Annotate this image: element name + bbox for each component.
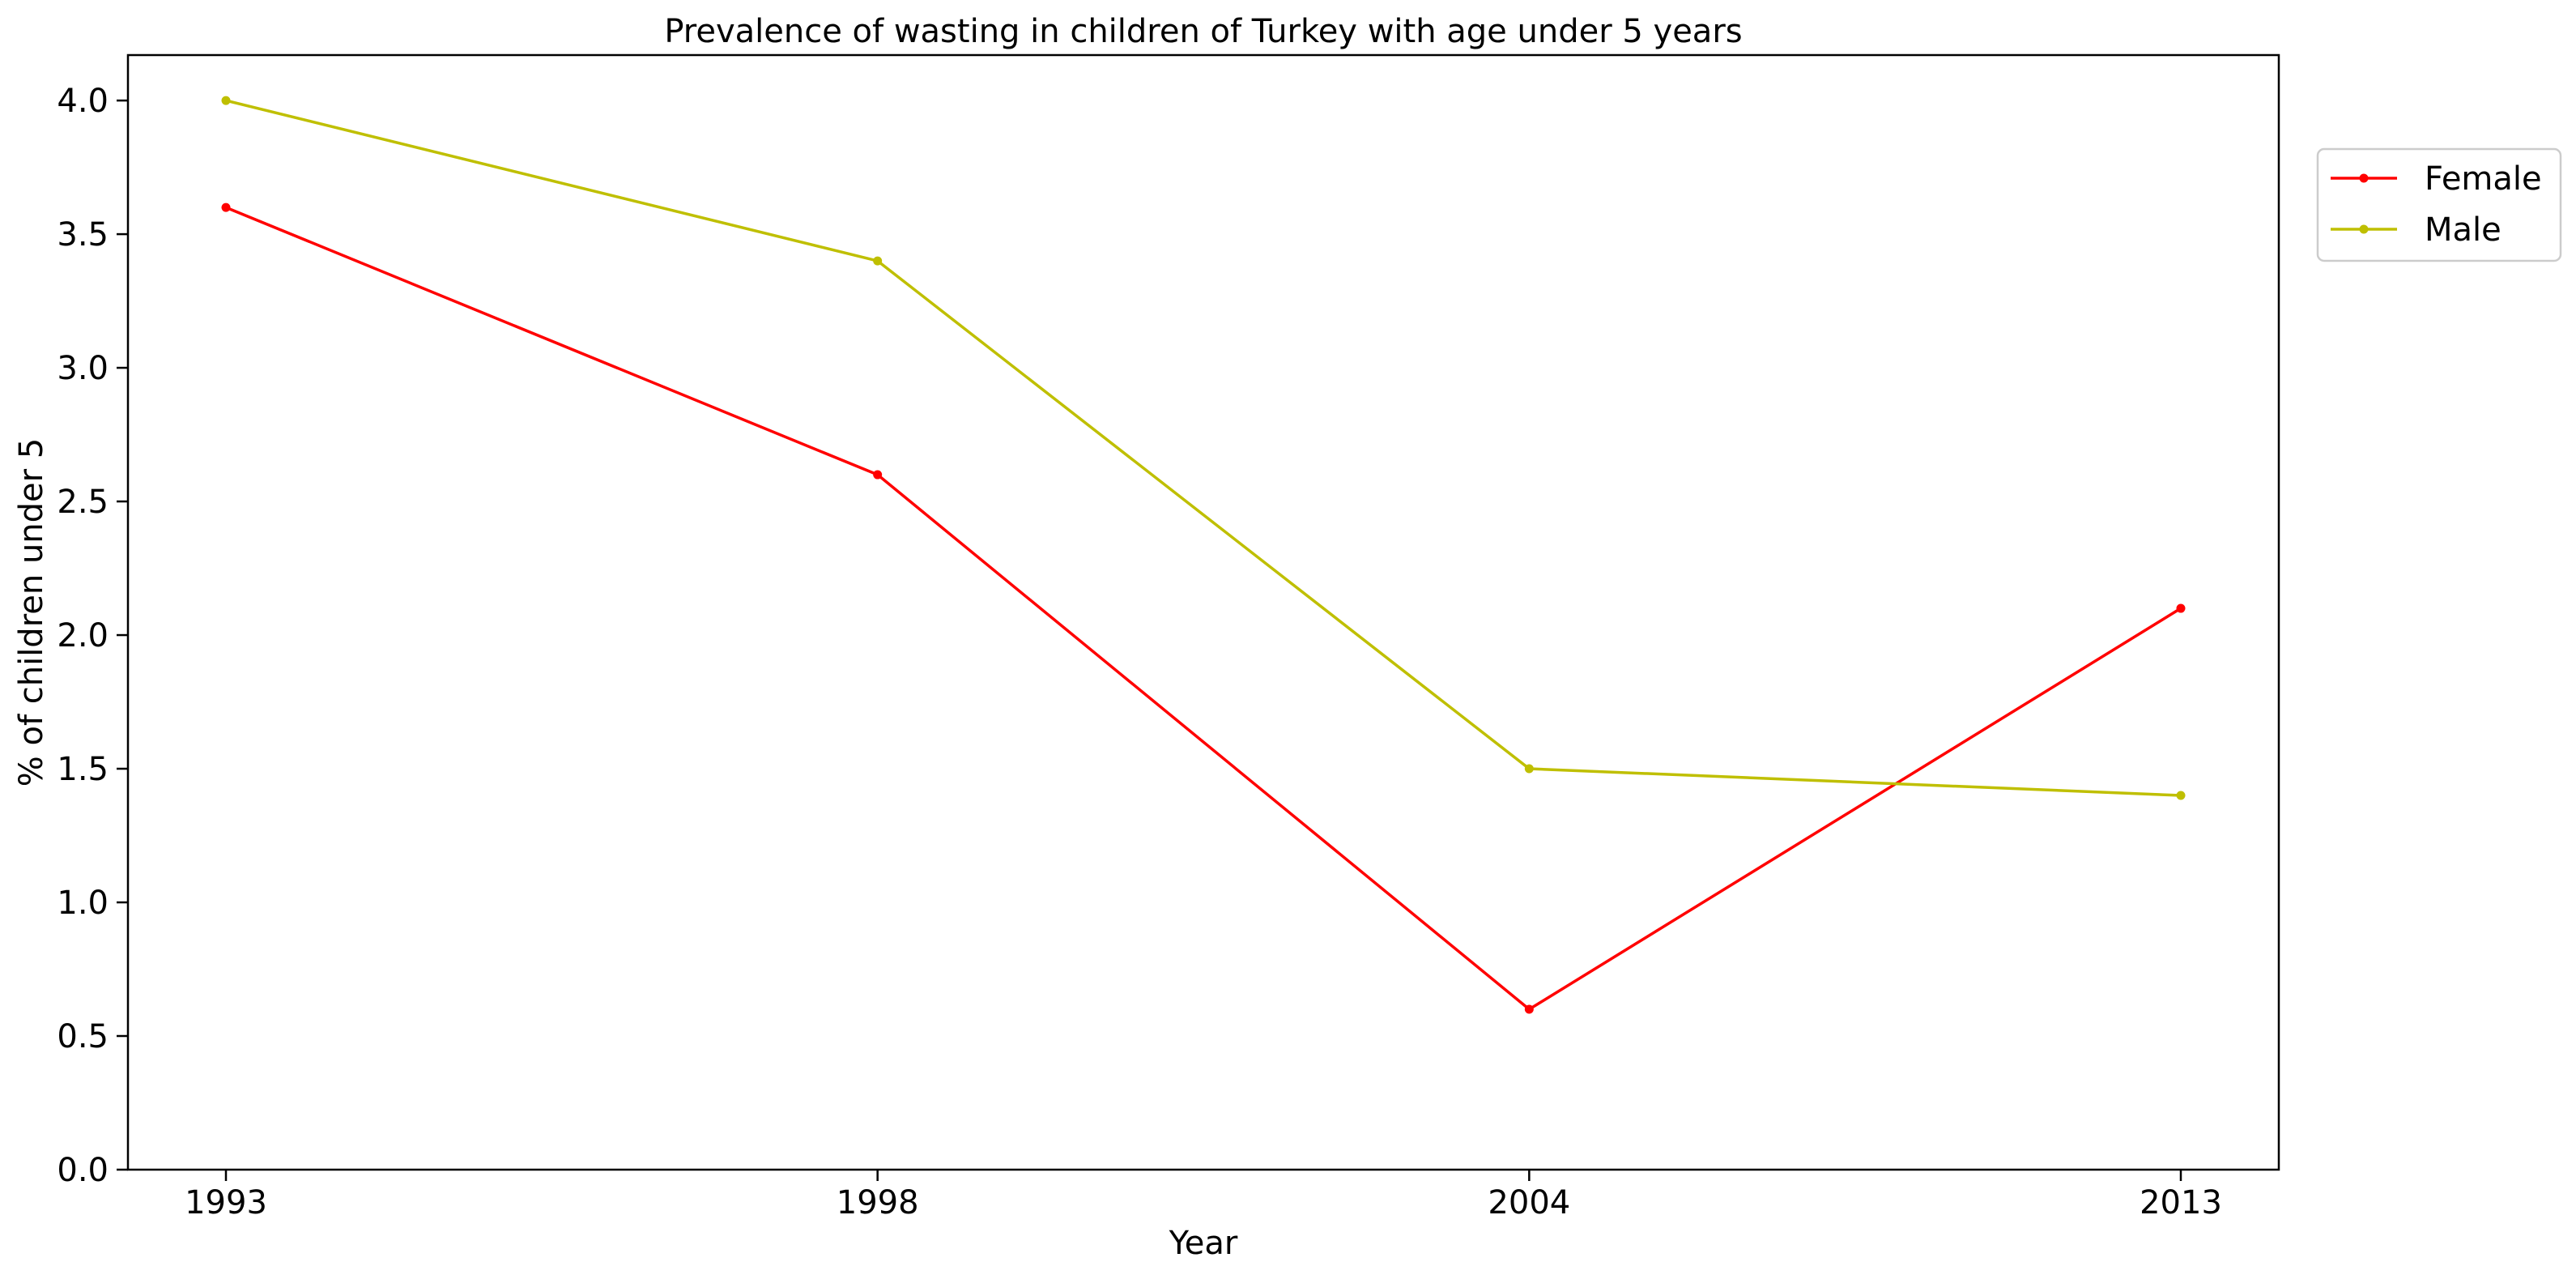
x-tick-label: 1993 xyxy=(185,1184,267,1221)
x-tick-label: 1998 xyxy=(837,1184,919,1221)
x-tick-label: 2004 xyxy=(1488,1184,1570,1221)
legend-item-male: Male xyxy=(2331,211,2501,249)
data-point-female xyxy=(2176,603,2186,613)
data-point-female xyxy=(1524,1004,1534,1014)
legend-marker-female xyxy=(2359,173,2369,183)
data-point-male xyxy=(873,256,883,266)
x-axis-label: Year xyxy=(1169,1225,1238,1262)
plot-area xyxy=(126,53,2280,1171)
y-axis-label: % of children under 5 xyxy=(13,438,50,787)
x-axis: 1993 1998 2004 2013 xyxy=(185,1170,2222,1221)
y-tick-label: 3.5 xyxy=(57,216,109,254)
chart-title: Prevalence of wasting in children of Tur… xyxy=(664,13,1742,50)
series-layer xyxy=(221,96,2186,1014)
y-tick-label: 3.0 xyxy=(57,350,109,387)
y-tick-label: 1.5 xyxy=(57,751,109,788)
legend-label-female: Female xyxy=(2425,160,2542,198)
y-axis: 0.0 0.5 1.0 1.5 2.0 2.5 3.0 3.5 4.0 xyxy=(57,83,128,1189)
legend-marker-male xyxy=(2359,224,2369,234)
series-female xyxy=(221,203,2186,1014)
legend-item-female: Female xyxy=(2331,160,2542,198)
series-line-male xyxy=(225,99,2182,797)
series-male xyxy=(221,96,2186,800)
data-point-male xyxy=(221,96,231,105)
legend-label-male: Male xyxy=(2425,211,2501,249)
y-tick-label: 2.5 xyxy=(57,484,109,521)
data-point-female xyxy=(221,203,231,212)
data-point-male xyxy=(2176,791,2186,800)
y-tick-label: 2.0 xyxy=(57,617,109,654)
x-tick-label: 2013 xyxy=(2140,1184,2222,1221)
y-tick-label: 4.0 xyxy=(57,83,109,120)
series-line-female xyxy=(225,206,2182,1012)
y-tick-label: 0.5 xyxy=(57,1018,109,1055)
legend: Female Male xyxy=(2316,147,2562,262)
data-point-female xyxy=(873,470,883,480)
y-tick-label: 0.0 xyxy=(57,1152,109,1189)
y-tick-label: 1.0 xyxy=(57,885,109,922)
data-point-male xyxy=(1524,764,1534,774)
